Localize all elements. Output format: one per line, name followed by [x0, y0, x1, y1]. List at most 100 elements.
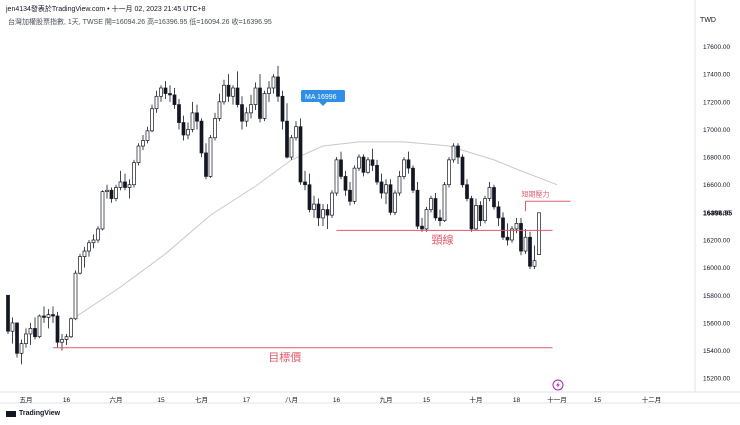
symbol-ohlc-line: 台灣加權股票指數, 1天, TWSE 開=16094.26 高=16396.95… [8, 19, 272, 26]
candle-body [411, 167, 415, 191]
candle [64, 333, 69, 346]
x-tick-label: 十一月 [547, 395, 567, 404]
candle [118, 170, 123, 191]
candle-body [528, 236, 532, 267]
candle [510, 226, 514, 243]
candle [388, 179, 393, 216]
candle-body [478, 205, 483, 222]
candle-body [213, 118, 217, 139]
flash-icon-bolt [556, 382, 560, 388]
candle [352, 165, 357, 205]
candle [181, 115, 186, 141]
candle-body [312, 203, 316, 210]
candle-body [195, 112, 199, 122]
candle-body [55, 315, 60, 343]
candle-body [96, 228, 100, 241]
y-tick-label: 17600.00 [703, 44, 730, 51]
candle-body [231, 87, 235, 97]
candle-body [154, 95, 159, 110]
candle [28, 322, 33, 346]
candle-body [424, 209, 429, 230]
candle [438, 209, 442, 227]
candle-body [384, 184, 388, 194]
candle-body [433, 198, 438, 219]
candle-body [321, 209, 325, 219]
candle [366, 157, 370, 174]
candle-body [15, 322, 19, 354]
x-tick-label: 五月 [20, 396, 33, 404]
candle-body [10, 322, 15, 332]
candle [465, 179, 469, 202]
candle [298, 118, 303, 185]
candle-body [114, 187, 118, 199]
candle-body [24, 333, 28, 344]
candle-body [519, 223, 523, 252]
candle [285, 103, 289, 159]
candle [46, 309, 51, 329]
candle [442, 181, 447, 223]
x-tick-label: 六月 [110, 395, 123, 404]
candle [204, 143, 208, 180]
candle [10, 317, 15, 344]
candle-body [393, 192, 397, 213]
candle-body [217, 101, 222, 119]
candle-body [37, 315, 42, 338]
candle-body [19, 343, 24, 354]
candle-body [303, 181, 307, 186]
candle-body [402, 159, 406, 177]
candle-body [483, 198, 487, 222]
candle [154, 90, 159, 113]
candle-body [406, 159, 411, 169]
candle [267, 81, 271, 102]
candle-body [123, 181, 127, 188]
tradingview-logo[interactable]: TradingView [6, 410, 60, 417]
candle-body [514, 223, 519, 230]
candle [262, 90, 267, 122]
candle [195, 104, 199, 130]
candle-body [244, 112, 249, 122]
candle [303, 170, 307, 191]
candle-body [298, 126, 303, 183]
candle [199, 118, 204, 158]
ma-tag-pointer [319, 101, 327, 106]
candle-body [537, 212, 541, 255]
candle-body [348, 189, 352, 202]
candle [235, 71, 240, 108]
candle-body [289, 137, 294, 158]
candle [474, 198, 478, 231]
candle [159, 85, 163, 102]
candle-body [235, 87, 240, 105]
candle [505, 223, 510, 246]
candle-body [136, 145, 141, 163]
candle [222, 79, 226, 105]
candle [82, 246, 87, 268]
candle [91, 234, 96, 249]
x-tick-label: 九月 [380, 395, 393, 404]
candle-body [105, 189, 109, 192]
candle-body [496, 206, 501, 219]
candle-body [199, 120, 204, 154]
candle [375, 159, 379, 185]
candle [334, 157, 339, 196]
candle [249, 94, 253, 119]
candle [276, 65, 280, 102]
candle-body [492, 187, 496, 208]
annotation-label: 目標價 [268, 350, 301, 364]
candle-body [415, 189, 420, 227]
candle-body [429, 198, 433, 210]
y-tick-label: 16800.00 [703, 155, 730, 162]
candle [330, 190, 334, 218]
candle [487, 181, 492, 202]
candle [15, 322, 19, 358]
candle-body [222, 84, 226, 103]
candle-body [240, 104, 244, 122]
candle [186, 122, 190, 140]
candle [141, 134, 145, 151]
candle [348, 181, 352, 206]
y-tick-label: 17400.00 [703, 72, 730, 79]
candle [406, 151, 411, 174]
candle-body [397, 176, 402, 194]
candle-body [132, 162, 136, 186]
x-tick-label: 16 [63, 397, 71, 404]
